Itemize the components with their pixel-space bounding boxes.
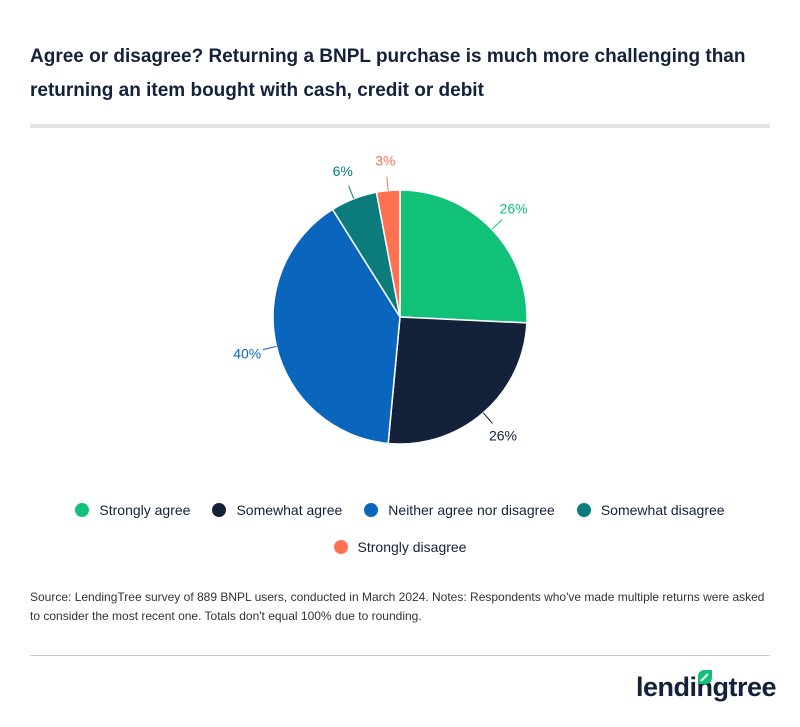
- title-divider: [30, 124, 770, 128]
- legend-swatch: [212, 503, 227, 517]
- pie-slice-neither-agree-nor-disagree: [272, 208, 401, 445]
- legend-swatch: [576, 503, 591, 517]
- legend-label: Neither agree nor disagree: [388, 502, 555, 518]
- legend-item: Somewhat agree: [212, 500, 342, 520]
- legend-label: Strongly agree: [99, 502, 191, 518]
- pie-slice-somewhat-agree: [387, 316, 528, 445]
- legend-label: Strongly disagree: [357, 539, 467, 555]
- legend-label: Somewhat agree: [236, 502, 343, 518]
- source-note: Source: LendingTree survey of 889 BNPL u…: [30, 590, 765, 623]
- legend-item: Somewhat disagree: [576, 500, 725, 520]
- label-leader-line: [348, 185, 355, 199]
- legend-swatch: [364, 503, 379, 517]
- data-label: 40%: [233, 345, 261, 361]
- label-leader-line: [482, 412, 493, 424]
- data-label: 6%: [333, 163, 353, 179]
- label-leader-line: [491, 219, 503, 230]
- chart-title: Agree or disagree? Returning a BNPL purc…: [30, 46, 746, 101]
- legend-item: Strongly disagree: [333, 537, 467, 557]
- leaf-icon: [698, 670, 712, 684]
- footer-divider: [30, 655, 770, 656]
- legend: Strongly agree Somewhat agree Neither agre…: [60, 500, 740, 557]
- legend-swatch: [75, 503, 90, 517]
- label-leader-line: [262, 345, 277, 351]
- data-label: 3%: [375, 153, 395, 169]
- data-label: 26%: [500, 201, 528, 217]
- pie-chart: 26% 26% 40% 6% 3%: [233, 153, 528, 445]
- data-label: 26%: [489, 428, 517, 444]
- lendingtree-logo: lendingtree: [636, 670, 777, 703]
- legend-item: Strongly agree: [75, 500, 190, 520]
- legend-label: Somewhat disagree: [600, 502, 725, 518]
- label-leader-line: [386, 176, 389, 191]
- legend-swatch: [333, 540, 348, 554]
- legend-item: Neither agree nor disagree: [364, 500, 555, 520]
